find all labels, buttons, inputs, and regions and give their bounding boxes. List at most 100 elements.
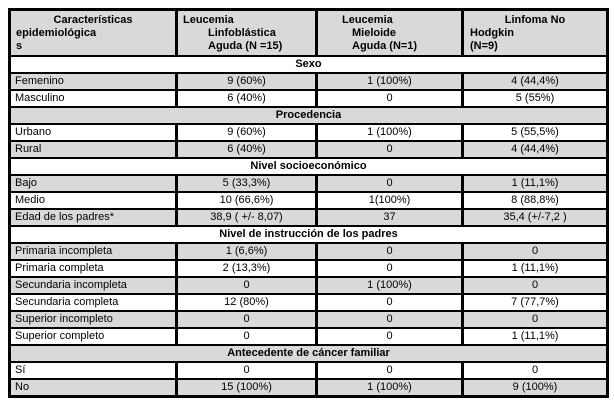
cell-lla: 2 (13,3%) — [175, 259, 318, 278]
row-label: Secundaria incompleta — [8, 276, 178, 295]
table-row-femenino: Femenino 9 (60%) 1 (100%) 4 (44,4%) — [8, 72, 609, 91]
section-row-nivel-instruccion: Nivel de instrucción de los padres — [8, 225, 609, 244]
header-row: Características epidemiológica s Leucemi… — [8, 8, 609, 57]
table-row-secundaria-completa: Secundaria completa 12 (80%) 0 7 (77,7%) — [8, 293, 609, 312]
cell-lma: 1 (100%) — [315, 72, 464, 91]
cell-lnh: 35,4 (+/-7,2 ) — [461, 208, 609, 227]
header-line: epidemiológica — [16, 26, 97, 39]
table-row-superior-incompleto: Superior incompleto 0 0 0 — [8, 310, 609, 329]
section-title: Procedencia — [8, 106, 609, 125]
cell-lnh: 0 — [461, 242, 609, 261]
header-cell-caracteristicas: Características epidemiológica s — [8, 8, 178, 57]
table-row-superior-completo: Superior completo 0 0 1 (11,1%) — [8, 327, 609, 346]
row-label: No — [8, 378, 178, 398]
table-row-urbano: Urbano 9 (60%) 1 (100%) 5 (55,5%) — [8, 123, 609, 142]
section-title: Antecedente de cáncer familiar — [8, 344, 609, 363]
cell-lla: 6 (40%) — [175, 140, 318, 159]
cell-lla: 6 (40%) — [175, 89, 318, 108]
header-line: s — [16, 39, 23, 52]
cell-lla: 38,9 ( +/- 8,07) — [175, 208, 318, 227]
header-line: Hodgkin — [470, 26, 514, 39]
table-row-secundaria-incompleta: Secundaria incompleta 0 1 (100%) 0 — [8, 276, 609, 295]
section-row-procedencia: Procedencia — [8, 106, 609, 125]
row-label: Superior incompleto — [8, 310, 178, 329]
cell-lma: 0 — [315, 259, 464, 278]
cell-lma: 1 (100%) — [315, 378, 464, 398]
section-row-nivel-socioeconomico: Nivel socioeconómico — [8, 157, 609, 176]
header-line: Linfoma No — [504, 13, 566, 26]
cell-lnh: 5 (55,5%) — [461, 123, 609, 142]
row-label: Medio — [8, 191, 178, 210]
row-label: Masculino — [8, 89, 178, 108]
row-label: Secundaria completa — [8, 293, 178, 312]
cell-lla: 9 (60%) — [175, 123, 318, 142]
row-label: Sí — [8, 361, 178, 380]
cell-lnh: 4 (44,4%) — [461, 140, 609, 159]
row-label: Femenino — [8, 72, 178, 91]
header-line: Leucemia — [342, 13, 393, 26]
cell-lma: 0 — [315, 327, 464, 346]
cell-lnh: 0 — [461, 276, 609, 295]
cell-lma: 37 — [315, 208, 464, 227]
table-row-bajo: Bajo 5 (33,3%) 0 1 (11,1%) — [8, 174, 609, 193]
cell-lla: 0 — [175, 327, 318, 346]
table-row-medio: Medio 10 (66,6%) 1(100%) 8 (88,8%) — [8, 191, 609, 210]
cell-lnh: 1 (11,1%) — [461, 327, 609, 346]
table-row-primaria-completa: Primaria completa 2 (13,3%) 0 1 (11,1%) — [8, 259, 609, 278]
header-line: Aguda (N =15) — [208, 39, 283, 52]
cell-lla: 0 — [175, 310, 318, 329]
cell-lla: 10 (66,6%) — [175, 191, 318, 210]
table-body: Sexo Femenino 9 (60%) 1 (100%) 4 (44,4%)… — [8, 55, 609, 398]
row-label: Superior completo — [8, 327, 178, 346]
row-label: Edad de los padres* — [8, 208, 178, 227]
cell-lnh: 8 (88,8%) — [461, 191, 609, 210]
row-label: Rural — [8, 140, 178, 159]
epidemiology-table: Características epidemiológica s Leucemi… — [8, 8, 609, 398]
cell-lla: 0 — [175, 276, 318, 295]
cell-lma: 0 — [315, 310, 464, 329]
header-line: Mieloide — [352, 26, 397, 39]
cell-lnh: 5 (55%) — [461, 89, 609, 108]
cell-lma: 0 — [315, 89, 464, 108]
cell-lnh: 7 (77,7%) — [461, 293, 609, 312]
cell-lla: 0 — [175, 361, 318, 380]
header-line: Linfoblástica — [208, 26, 276, 39]
cell-lnh: 9 (100%) — [461, 378, 609, 398]
table-row-edad-de-los-padres: Edad de los padres* 38,9 ( +/- 8,07) 37 … — [8, 208, 609, 227]
table-row-si: Sí 0 0 0 — [8, 361, 609, 380]
cell-lma: 0 — [315, 174, 464, 193]
cell-lla: 12 (80%) — [175, 293, 318, 312]
cell-lla: 5 (33,3%) — [175, 174, 318, 193]
cell-lnh: 0 — [461, 361, 609, 380]
header-line: Aguda (N=1) — [352, 39, 418, 52]
section-title: Nivel socioeconómico — [8, 157, 609, 176]
table-header: Características epidemiológica s Leucemi… — [8, 8, 609, 57]
cell-lma: 0 — [315, 242, 464, 261]
section-row-antecedente-cancer: Antecedente de cáncer familiar — [8, 344, 609, 363]
header-line: Leucemia — [183, 13, 234, 26]
section-title: Sexo — [8, 55, 609, 74]
cell-lma: 0 — [315, 293, 464, 312]
header-cell-linfoma-no-hodgkin: Linfoma No Hodgkin (N=9) — [461, 8, 609, 57]
row-label: Bajo — [8, 174, 178, 193]
cell-lla: 1 (6,6%) — [175, 242, 318, 261]
cell-lma: 0 — [315, 140, 464, 159]
cell-lla: 15 (100%) — [175, 378, 318, 398]
cell-lma: 0 — [315, 361, 464, 380]
cell-lma: 1 (100%) — [315, 276, 464, 295]
row-label: Primaria completa — [8, 259, 178, 278]
cell-lma: 1 (100%) — [315, 123, 464, 142]
section-title: Nivel de instrucción de los padres — [8, 225, 609, 244]
header-cell-leucemia-linfoblastica: Leucemia Linfoblástica Aguda (N =15) — [175, 8, 318, 57]
header-line: (N=9) — [470, 39, 498, 52]
epidemiology-table-container: Características epidemiológica s Leucemi… — [8, 8, 609, 398]
cell-lma: 1(100%) — [315, 191, 464, 210]
table-row-primaria-incompleta: Primaria incompleta 1 (6,6%) 0 0 — [8, 242, 609, 261]
cell-lnh: 1 (11,1%) — [461, 259, 609, 278]
row-label: Urbano — [8, 123, 178, 142]
cell-lnh: 4 (44,4%) — [461, 72, 609, 91]
table-row-rural: Rural 6 (40%) 0 4 (44,4%) — [8, 140, 609, 159]
header-cell-leucemia-mieloide: Leucemia Mieloide Aguda (N=1) — [315, 8, 464, 57]
header-line: Características — [53, 13, 133, 26]
cell-lnh: 0 — [461, 310, 609, 329]
